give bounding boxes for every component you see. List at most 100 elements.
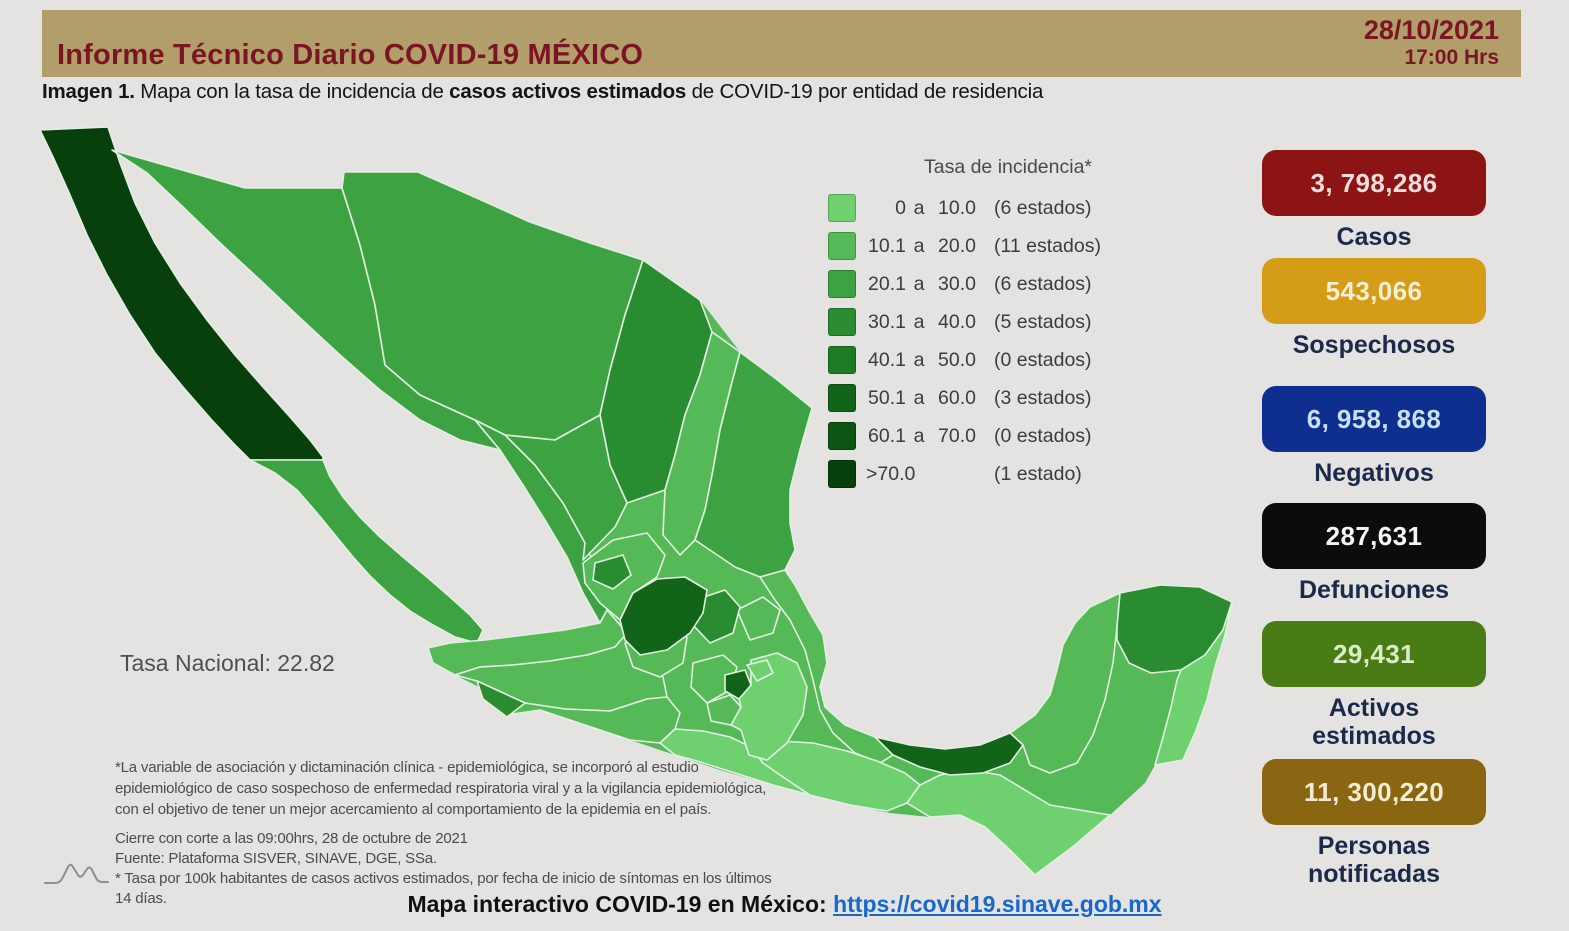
report-date: 28/10/2021: [1363, 15, 1499, 45]
stat-row-negativos: 6, 958, 868 Negativos: [1262, 386, 1486, 487]
stat-value-box: 287,631: [1262, 503, 1486, 569]
state-aguascalientes: [592, 554, 632, 590]
stat-value-box: 29,431: [1262, 621, 1486, 687]
legend-swatch-4: [828, 346, 856, 374]
state-michoacan: [506, 696, 681, 744]
legend-range-sep: a: [913, 310, 925, 333]
image-caption: Imagen 1. Mapa con la tasa de incidencia…: [42, 80, 1043, 104]
state-baja-california-sur: [249, 459, 484, 644]
legend-range-max: 20.0: [938, 234, 976, 257]
national-rate: Tasa Nacional: 22.82: [120, 650, 335, 677]
image-caption-text-after: de COVID-19 por entidad de residencia: [686, 80, 1044, 103]
legend-range-min: 0: [895, 196, 906, 219]
legend-range-min: 50.1: [868, 386, 906, 409]
state-tabasco: [874, 732, 1024, 776]
legend-range-min: 30.1: [868, 310, 906, 333]
state-cdmx: [724, 669, 752, 700]
state-chihuahua: [341, 171, 644, 441]
stat-label: Negativos: [1314, 459, 1434, 487]
stat-row-personas: 11, 300,220 Personas notificadas: [1262, 759, 1486, 888]
legend-state-count: (11 estados): [994, 234, 1101, 257]
legend-state-count: (6 estados): [994, 196, 1092, 219]
legend-range-sep: a: [913, 234, 925, 257]
legend-range-min: 20.1: [868, 272, 906, 295]
legend-swatch-6: [828, 422, 856, 450]
note-source: Cierre con corte a las 09:00hrs, 28 de o…: [115, 830, 772, 907]
state-hidalgo: [736, 596, 781, 641]
legend-range-max: 40.0: [938, 310, 976, 333]
mexico-choropleth-map: [39, 126, 1233, 876]
state-baja-california: [39, 126, 324, 461]
state-colima: [476, 680, 526, 718]
legend-row-6: 60.1 a 70.0 (0 estados): [828, 417, 1148, 455]
state-tlaxcala: [746, 659, 774, 682]
state-san-luis-potosi: [619, 576, 708, 656]
stat-label: Defunciones: [1298, 576, 1450, 604]
legend-swatch-5: [828, 384, 856, 412]
note-methodology: *La variable de asociación y dictaminaci…: [115, 759, 767, 818]
legend-swatch-1: [828, 232, 856, 260]
legend-title: Tasa de incidencia*: [923, 156, 1093, 178]
image-caption-prefix: Imagen 1.: [42, 80, 135, 103]
image-caption-bold: casos activos estimados: [449, 80, 687, 103]
stat-label: Casos: [1336, 223, 1412, 251]
legend-row-5: 50.1 a 60.0 (3 estados): [828, 379, 1148, 417]
header-band: Informe Técnico Diario COVID-19 MÉXICO 2…: [42, 10, 1521, 77]
legend-range-sep: a: [913, 272, 925, 295]
stat-value-box: 3, 798,286: [1262, 150, 1486, 216]
legend-range-sep: a: [913, 348, 925, 371]
legend-swatch-2: [828, 270, 856, 298]
stat-row-defunciones: 287,631 Defunciones: [1262, 503, 1486, 604]
legend-range-max: 60.0: [938, 386, 976, 409]
legend-swatch-3: [828, 308, 856, 336]
legend-rows: 0 a 10.0 (6 estados) 10.1 a 20.0 (11 estados) 20…: [828, 189, 1148, 493]
stat-row-activos: 29,431 Activos estimados: [1262, 621, 1486, 750]
legend-range-sep: a: [913, 196, 925, 219]
legend-row-1: 10.1 a 20.0 (11 estados): [828, 227, 1148, 265]
state-puebla: [730, 652, 808, 761]
map-legend: Tasa de incidencia* 0 a 10.0 (6 estados) 10.…: [828, 156, 1148, 493]
legend-row-2: 20.1 a 30.0 (6 estados): [828, 265, 1148, 303]
state-quintana-roo: [1154, 601, 1233, 766]
mountains-icon: [44, 863, 109, 884]
state-durango: [504, 414, 628, 561]
legend-range-sep: a: [913, 424, 925, 447]
stat-value-box: 543,066: [1262, 258, 1486, 324]
stat-value-box: 6, 958, 868: [1262, 386, 1486, 452]
legend-range-min: >70.0: [866, 462, 916, 485]
legend-state-count: (5 estados): [994, 310, 1092, 333]
legend-state-count: (3 estados): [994, 386, 1092, 409]
state-morelos: [706, 694, 742, 726]
legend-row-4: 40.1 a 50.0 (0 estados): [828, 341, 1148, 379]
sinave-link[interactable]: https://covid19.sinave.gob.mx: [833, 891, 1162, 917]
stat-label: Sospechosos: [1292, 331, 1456, 359]
stat-row-sospechosos: 543,066 Sospechosos: [1262, 258, 1486, 359]
legend-range-max: 50.0: [938, 348, 976, 371]
legend-range-max: 70.0: [938, 424, 976, 447]
legend-row-3: 30.1 a 40.0 (5 estados): [828, 303, 1148, 341]
footer-link-row: Mapa interactivo COVID-19 en México: htt…: [0, 891, 1569, 918]
legend-state-count: (0 estados): [994, 424, 1092, 447]
report-title: Informe Técnico Diario COVID-19 MÉXICO: [57, 39, 644, 71]
national-rate-label: Tasa Nacional:: [120, 650, 271, 676]
report-time: 17:00 Hrs: [1404, 46, 1499, 69]
legend-row-7: >70.0 (1 estado): [828, 455, 1148, 493]
stat-value-box: 11, 300,220: [1262, 759, 1486, 825]
stat-label: Activos estimados: [1312, 694, 1436, 750]
legend-state-count: (0 estados): [994, 348, 1092, 371]
report-datetime: 28/10/2021 17:00 Hrs: [1364, 10, 1521, 74]
legend-range-min: 40.1: [868, 348, 906, 371]
national-rate-value: 22.82: [277, 650, 335, 676]
footer-link-label: Mapa interactivo COVID-19 en México:: [407, 891, 834, 917]
legend-row-0: 0 a 10.0 (6 estados): [828, 189, 1148, 227]
footnotes: *La variable de asociación y dictaminaci…: [115, 757, 775, 909]
legend-range-max: 10.0: [938, 196, 976, 219]
legend-state-count: (6 estados): [994, 272, 1092, 295]
legend-range-min: 10.1: [868, 234, 906, 257]
legend-range-min: 60.1: [868, 424, 906, 447]
image-caption-text: Mapa con la tasa de incidencia de: [134, 80, 450, 103]
legend-swatch-0: [828, 194, 856, 222]
stat-label: Personas notificadas: [1308, 832, 1440, 888]
legend-state-count: (1 estado): [994, 462, 1082, 485]
stat-row-casos: 3, 798,286 Casos: [1262, 150, 1486, 251]
